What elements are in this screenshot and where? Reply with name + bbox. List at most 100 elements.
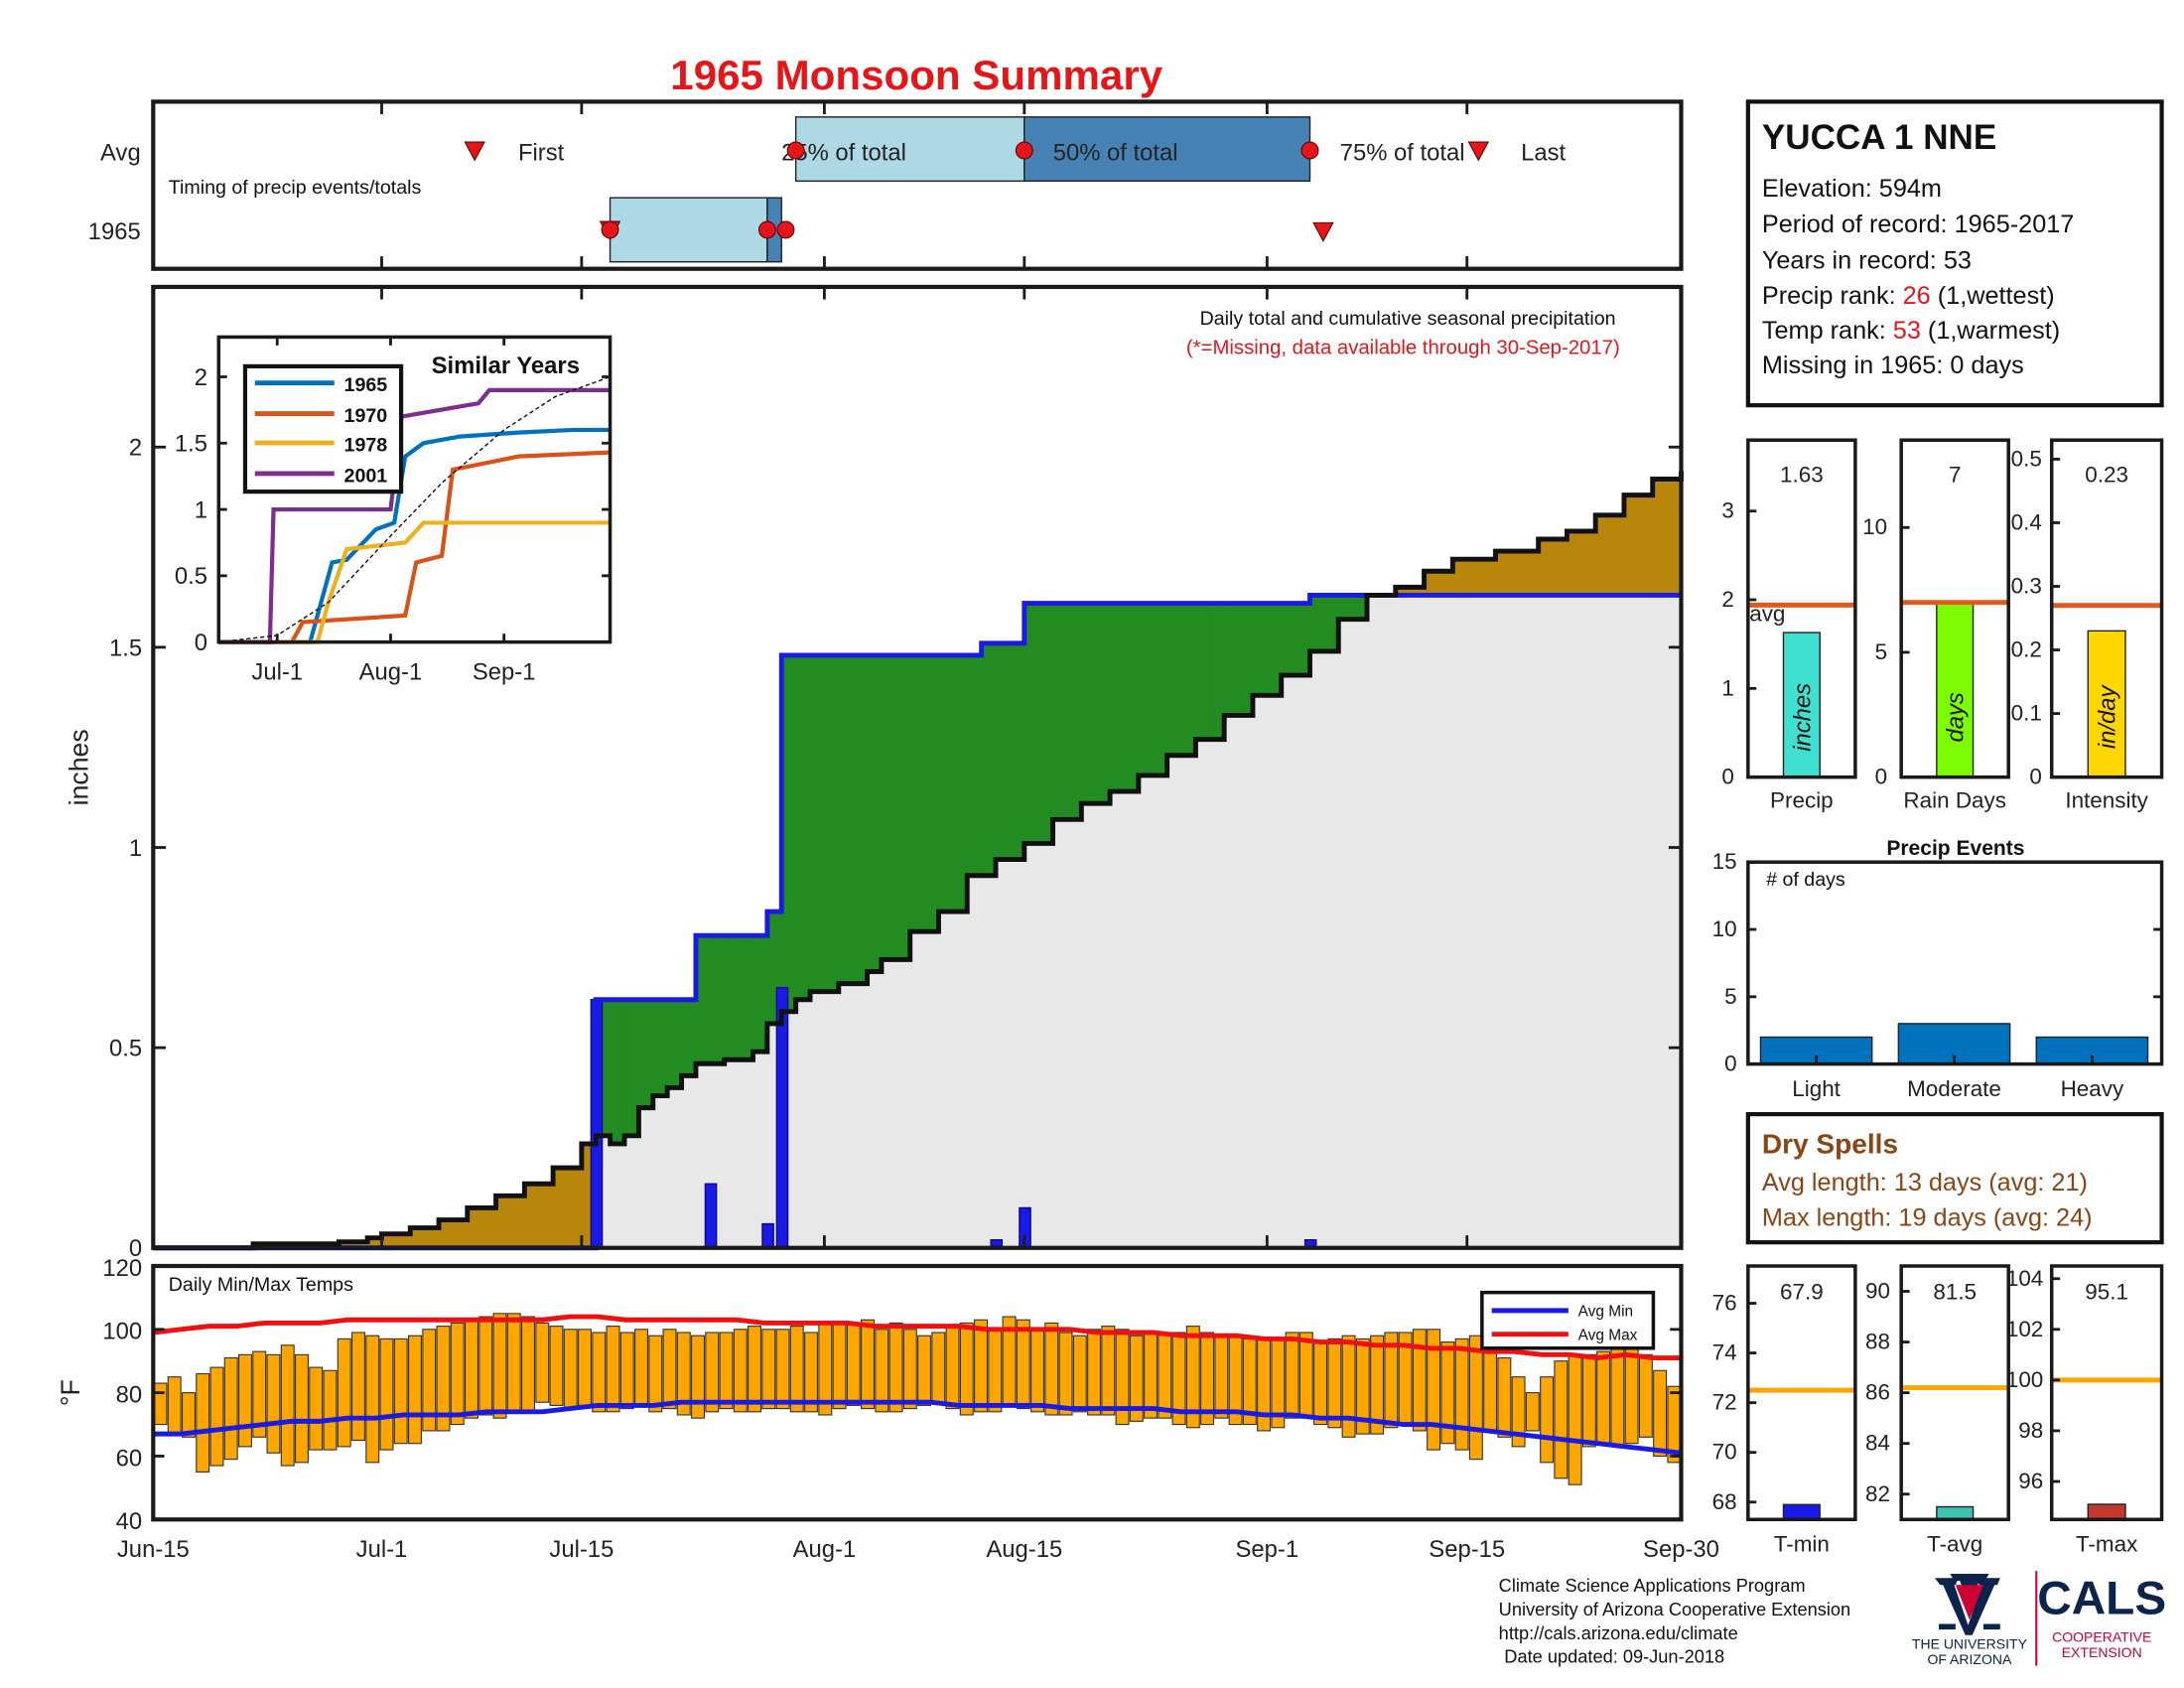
x-tick-label: Sep-30 [1643, 1536, 1719, 1563]
daily-temp-bar [167, 1376, 182, 1435]
temp-y-tick-label: 40 [116, 1508, 143, 1535]
daily-temp-bar [1101, 1326, 1116, 1416]
avg-above-current-fill [1110, 603, 1126, 792]
events-ylabel: # of days [1766, 869, 1845, 891]
cals-logo: CALS COOPERATIVE EXTENSION [2037, 1573, 2166, 1660]
precip-events-panel: Precip Events Light Moderate Heavy 0 5 10 15 #… [1712, 837, 2164, 1101]
current-above-avg-fill [1466, 559, 1482, 596]
timing-markers [464, 141, 1490, 242]
daily-temp-bar [832, 1322, 847, 1410]
daily-temp-bar [237, 1353, 252, 1448]
timing-last-label: Last [1521, 139, 1566, 166]
daily-temp-bar [733, 1329, 748, 1413]
year-last-marker [1312, 221, 1334, 242]
year-first-25-box [609, 197, 768, 263]
summary-unit-label: in/day [2095, 683, 2121, 749]
timing-p75-label: 75% of total [1340, 139, 1465, 166]
daily-temp-bar [1158, 1332, 1172, 1419]
temp-summary-bg [1901, 1266, 2009, 1520]
current-above-avg-fill [1410, 587, 1426, 596]
summary-tick-label: 0.2 [2011, 637, 2042, 662]
avg-p75-marker [1300, 141, 1319, 160]
daily-temp-bar [1483, 1344, 1498, 1432]
avg-above-current-fill [1166, 603, 1182, 756]
daily-temp-bar [1129, 1335, 1144, 1422]
y-tick-label: 1 [129, 835, 142, 862]
daily-temp-bar [1298, 1332, 1313, 1419]
x-tick-label: Jul-1 [356, 1536, 408, 1563]
daily-temp-bar [1030, 1329, 1045, 1413]
temp-summary-bar [1782, 1503, 1821, 1520]
inset-legend-1965: 1965 [344, 374, 388, 396]
avg-above-current-fill [938, 654, 954, 913]
daily-temp-bar [1044, 1322, 1059, 1416]
avg-above-current-fill [853, 654, 869, 984]
daily-temp-bar [634, 1329, 648, 1406]
x-tick-label: Jun-15 [117, 1536, 190, 1563]
daily-temp-bar [1185, 1326, 1200, 1429]
current-above-avg-fill [1424, 571, 1439, 596]
daily-temp-bar [1285, 1332, 1299, 1419]
daily-temp-bar [1610, 1347, 1625, 1448]
temps-caption: Daily Min/Max Temps [169, 1274, 353, 1296]
inset-legend-1978: 1978 [344, 434, 388, 456]
daily-temp-bar [1115, 1329, 1130, 1426]
inset-y-tick-label: 1 [195, 496, 207, 523]
temp-summary-value: 67.9 [1780, 1280, 1824, 1305]
timing-row-year: 1965 [88, 218, 141, 245]
inset-axes: 0 0.5 1 1.5 2 Jul-1 Aug-1 Sep-1 [175, 337, 611, 685]
daily-temp-bar [1214, 1335, 1229, 1419]
current-above-avg-fill [1595, 514, 1611, 596]
daily-temp-bar [1638, 1353, 1653, 1438]
avg-above-current-fill [795, 654, 811, 1000]
daily-temp-bar [181, 1392, 196, 1438]
daily-temp-bar [619, 1332, 634, 1410]
summary-bar-intensity: 0 0.1 0.2 0.3 0.4 0.5 0.23 in/day Intensity [2011, 438, 2164, 813]
temp-summary-t-max: 96 98 100 102 104 95.1 T-max [2006, 1264, 2164, 1557]
avg-above-current-fill [996, 642, 1012, 860]
daily-temp-bar [1171, 1332, 1186, 1426]
avg-above-current-fill [1209, 603, 1225, 740]
daily-temp-bar [888, 1322, 903, 1413]
avg-above-current-fill [710, 935, 726, 1064]
main-missing-note: (*=Missing, data available through 30-Se… [1186, 337, 1620, 358]
avg-above-current-fill [838, 654, 854, 984]
ua-logo-line1: THE UNIVERSITY [1912, 1636, 2028, 1652]
daily-temp-bar [379, 1337, 394, 1451]
event-y-tick-label: 0 [1724, 1052, 1736, 1076]
avg-25-50-box [794, 116, 1025, 183]
daily-temp-bar [1327, 1337, 1342, 1429]
temp-summary-tick-label: 84 [1865, 1431, 1890, 1456]
daily-temp-bar [846, 1322, 861, 1406]
temp-summary-tick-label: 68 [1712, 1489, 1737, 1514]
current-above-avg-fill [439, 1219, 455, 1248]
summary-bar-value [2087, 630, 2126, 778]
summary-tick-label: 0.5 [2011, 446, 2042, 471]
dry-spells-max: Max length: 19 days (avg: 24) [1762, 1203, 2093, 1231]
temp-summary-tick-label: 100 [2006, 1367, 2043, 1392]
current-above-avg-fill [352, 1241, 368, 1248]
current-cumulative-line [153, 471, 1684, 1251]
summary-tick-label: 0.3 [2011, 574, 2042, 599]
current-above-avg-fill [339, 1241, 354, 1248]
avg-above-current-fill [1309, 595, 1325, 651]
daily-temp-bar [196, 1372, 210, 1473]
daily-temp-bar [1058, 1332, 1073, 1416]
summary-value-label: 0.23 [2085, 462, 2128, 487]
current-above-avg-fill [1395, 587, 1411, 596]
daily-temp-bar [1087, 1329, 1102, 1416]
cals-logo-line1: COOPERATIVE [2052, 1629, 2151, 1645]
temp-summary-value: 81.5 [1933, 1280, 1977, 1305]
current-above-avg-fill [410, 1227, 426, 1248]
avg-above-current-fill [781, 654, 797, 1012]
current-above-avg-fill [1437, 571, 1454, 596]
current-above-avg-fill [424, 1227, 440, 1248]
daily-temp-bar [280, 1344, 295, 1467]
avg-label: avg [1749, 602, 1785, 627]
temps-panel: 40 60 80 100 120 Daily Min/Max Temps °F Avg … [56, 1255, 1684, 1535]
avg-above-current-fill [1066, 603, 1083, 820]
summary-tick-label: 1 [1721, 675, 1733, 700]
temp-summary-tick-label: 104 [2006, 1266, 2043, 1291]
